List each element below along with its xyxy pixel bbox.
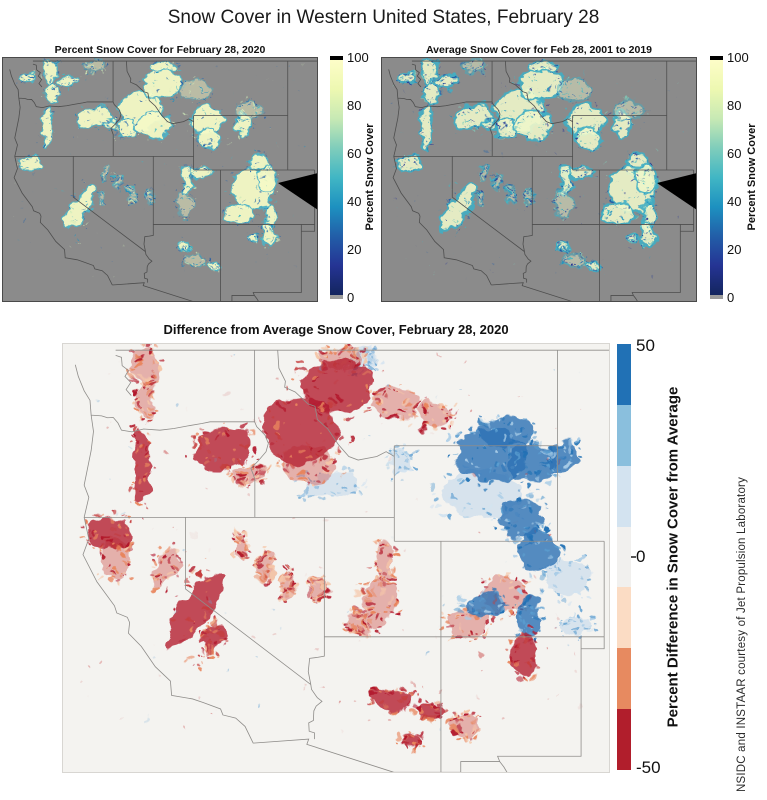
difference-map: [62, 343, 610, 773]
snow-2020-map: [2, 57, 318, 302]
diff-colorbar-label: Percent Difference in Snow Cover from Av…: [664, 386, 682, 728]
colorbar-over-cap: [330, 56, 343, 60]
snow-colorbar-tick: 0: [347, 290, 355, 305]
snow-average-map: [381, 57, 697, 302]
snow-colorbar-label: Percent Snow Cover: [364, 123, 376, 231]
colorbar-under-cap: [330, 295, 343, 299]
snow-colorbar-tick: 20: [347, 242, 362, 257]
panel-snow-average-title: Average Snow Cover for Feb 28, 2001 to 2…: [425, 44, 653, 56]
snow-colorbar-tick: 100: [347, 50, 369, 65]
snow-colorbar-label: Percent Snow Cover: [746, 123, 758, 231]
colorbar-segment: [617, 587, 631, 649]
snow-colorbar-tick: 0: [727, 290, 735, 305]
snow-colorbar-tick: 80: [347, 98, 362, 113]
snow-colorbar-tick: 100: [727, 50, 749, 65]
snow-colorbar-tick: 20: [727, 242, 742, 257]
snow-colorbar-tick: 40: [727, 194, 742, 209]
figure-title: Snow Cover in Western United States, Feb…: [167, 7, 600, 28]
panel-difference-title: Difference from Average Snow Cover, Febr…: [163, 322, 509, 337]
colorbar-over-cap: [710, 56, 723, 60]
snow-colorbar-tick: 40: [347, 194, 362, 209]
colorbar-segment: [617, 709, 631, 771]
diff-zero-tick-mark: [631, 556, 636, 558]
missing-data-swath: [278, 173, 318, 210]
snow-colorbar-tick: 80: [727, 98, 742, 113]
panel-snow-2020-title: Percent Snow Cover for February 28, 2020: [54, 44, 266, 56]
missing-data-swath: [657, 173, 697, 210]
colorbar-segment: [617, 465, 631, 527]
snow-colorbar-tick: 60: [347, 146, 362, 161]
colorbar-gradient: [710, 60, 723, 295]
diff-colorbar-tick: 50: [636, 336, 655, 355]
colorbar-segment: [617, 344, 631, 405]
colorbar-segment: [617, 648, 631, 710]
colorbar-under-cap: [710, 295, 723, 299]
map-background: [62, 343, 610, 773]
snow-colorbar-right: [710, 56, 723, 299]
colorbar-segment: [617, 526, 631, 588]
colorbar-gradient: [330, 60, 343, 295]
attribution-text: NSIDC and INSTAAR courtesy of Jet Propul…: [736, 476, 748, 792]
snow-colorbar-left: [330, 56, 343, 299]
diff-colorbar-tick: -50: [636, 758, 661, 777]
diff-colorbar-tick: 0: [636, 547, 646, 566]
diff-colorbar: [617, 344, 631, 771]
colorbar-segment: [617, 404, 631, 466]
snow-colorbar-tick: 60: [727, 146, 742, 161]
